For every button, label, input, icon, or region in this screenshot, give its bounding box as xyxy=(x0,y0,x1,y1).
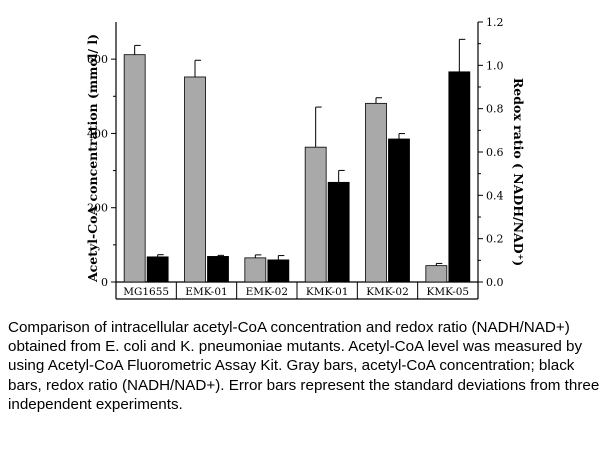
y-right-tick-label: 0.8 xyxy=(486,103,504,116)
category-label: EMK-01 xyxy=(185,286,227,298)
y-left-tick-label: 400 xyxy=(87,127,108,140)
bars xyxy=(123,38,471,283)
bar-acetyl-coa xyxy=(123,54,146,283)
y-right-tick-label: 1.2 xyxy=(486,16,504,29)
y-axis-left-title: Acetyl-CoA concentration (mmol/ l) xyxy=(85,34,100,283)
bar-redox-ratio xyxy=(388,138,410,283)
bar-redox-ratio xyxy=(146,256,169,283)
y-right-tick-label: 0.4 xyxy=(486,189,504,202)
y-left-tick-label: 0 xyxy=(101,276,108,289)
bar-redox-ratio xyxy=(207,256,229,283)
y-right-tick-label: 0.0 xyxy=(486,276,504,289)
bar-acetyl-coa xyxy=(304,146,327,283)
category-label: MG1655 xyxy=(123,286,169,298)
bar-redox-ratio xyxy=(448,71,471,283)
figure-caption: Comparison of intracellular acetyl-CoA c… xyxy=(8,319,600,413)
category-label: EMK-02 xyxy=(246,286,288,298)
bar-acetyl-coa xyxy=(184,76,206,283)
y-right-tick-label: 0.2 xyxy=(486,233,504,246)
y-axis-right-title: Redox ratio ( NADH/NAD⁺) xyxy=(511,78,526,266)
plot-frame: MG1655 EMK-01 EMK-02 KMK-01 KMK-02 KMK-05 xyxy=(115,22,479,300)
y-left-tick-label: 600 xyxy=(87,53,108,66)
category-label: KMK-05 xyxy=(427,286,470,298)
chart: MG1655 EMK-01 EMK-02 KMK-01 KMK-02 KMK-05 0 20… xyxy=(85,16,526,300)
y-right-tick-label: 0.6 xyxy=(486,146,504,159)
category-label: KMK-02 xyxy=(366,286,409,298)
bar-redox-ratio xyxy=(327,181,350,283)
y-left-tick-label: 200 xyxy=(87,202,108,215)
category-label: KMK-01 xyxy=(306,286,349,298)
ticks: 0 200 400 600 0.0 0.2 0.4 0.6 0.8 1.0 1.2 xyxy=(87,16,504,289)
bar-acetyl-coa xyxy=(425,265,448,283)
bar-acetyl-coa xyxy=(244,257,267,283)
bar-acetyl-coa xyxy=(365,102,387,283)
y-right-tick-label: 1.0 xyxy=(486,59,504,72)
bar-redox-ratio xyxy=(267,259,290,283)
